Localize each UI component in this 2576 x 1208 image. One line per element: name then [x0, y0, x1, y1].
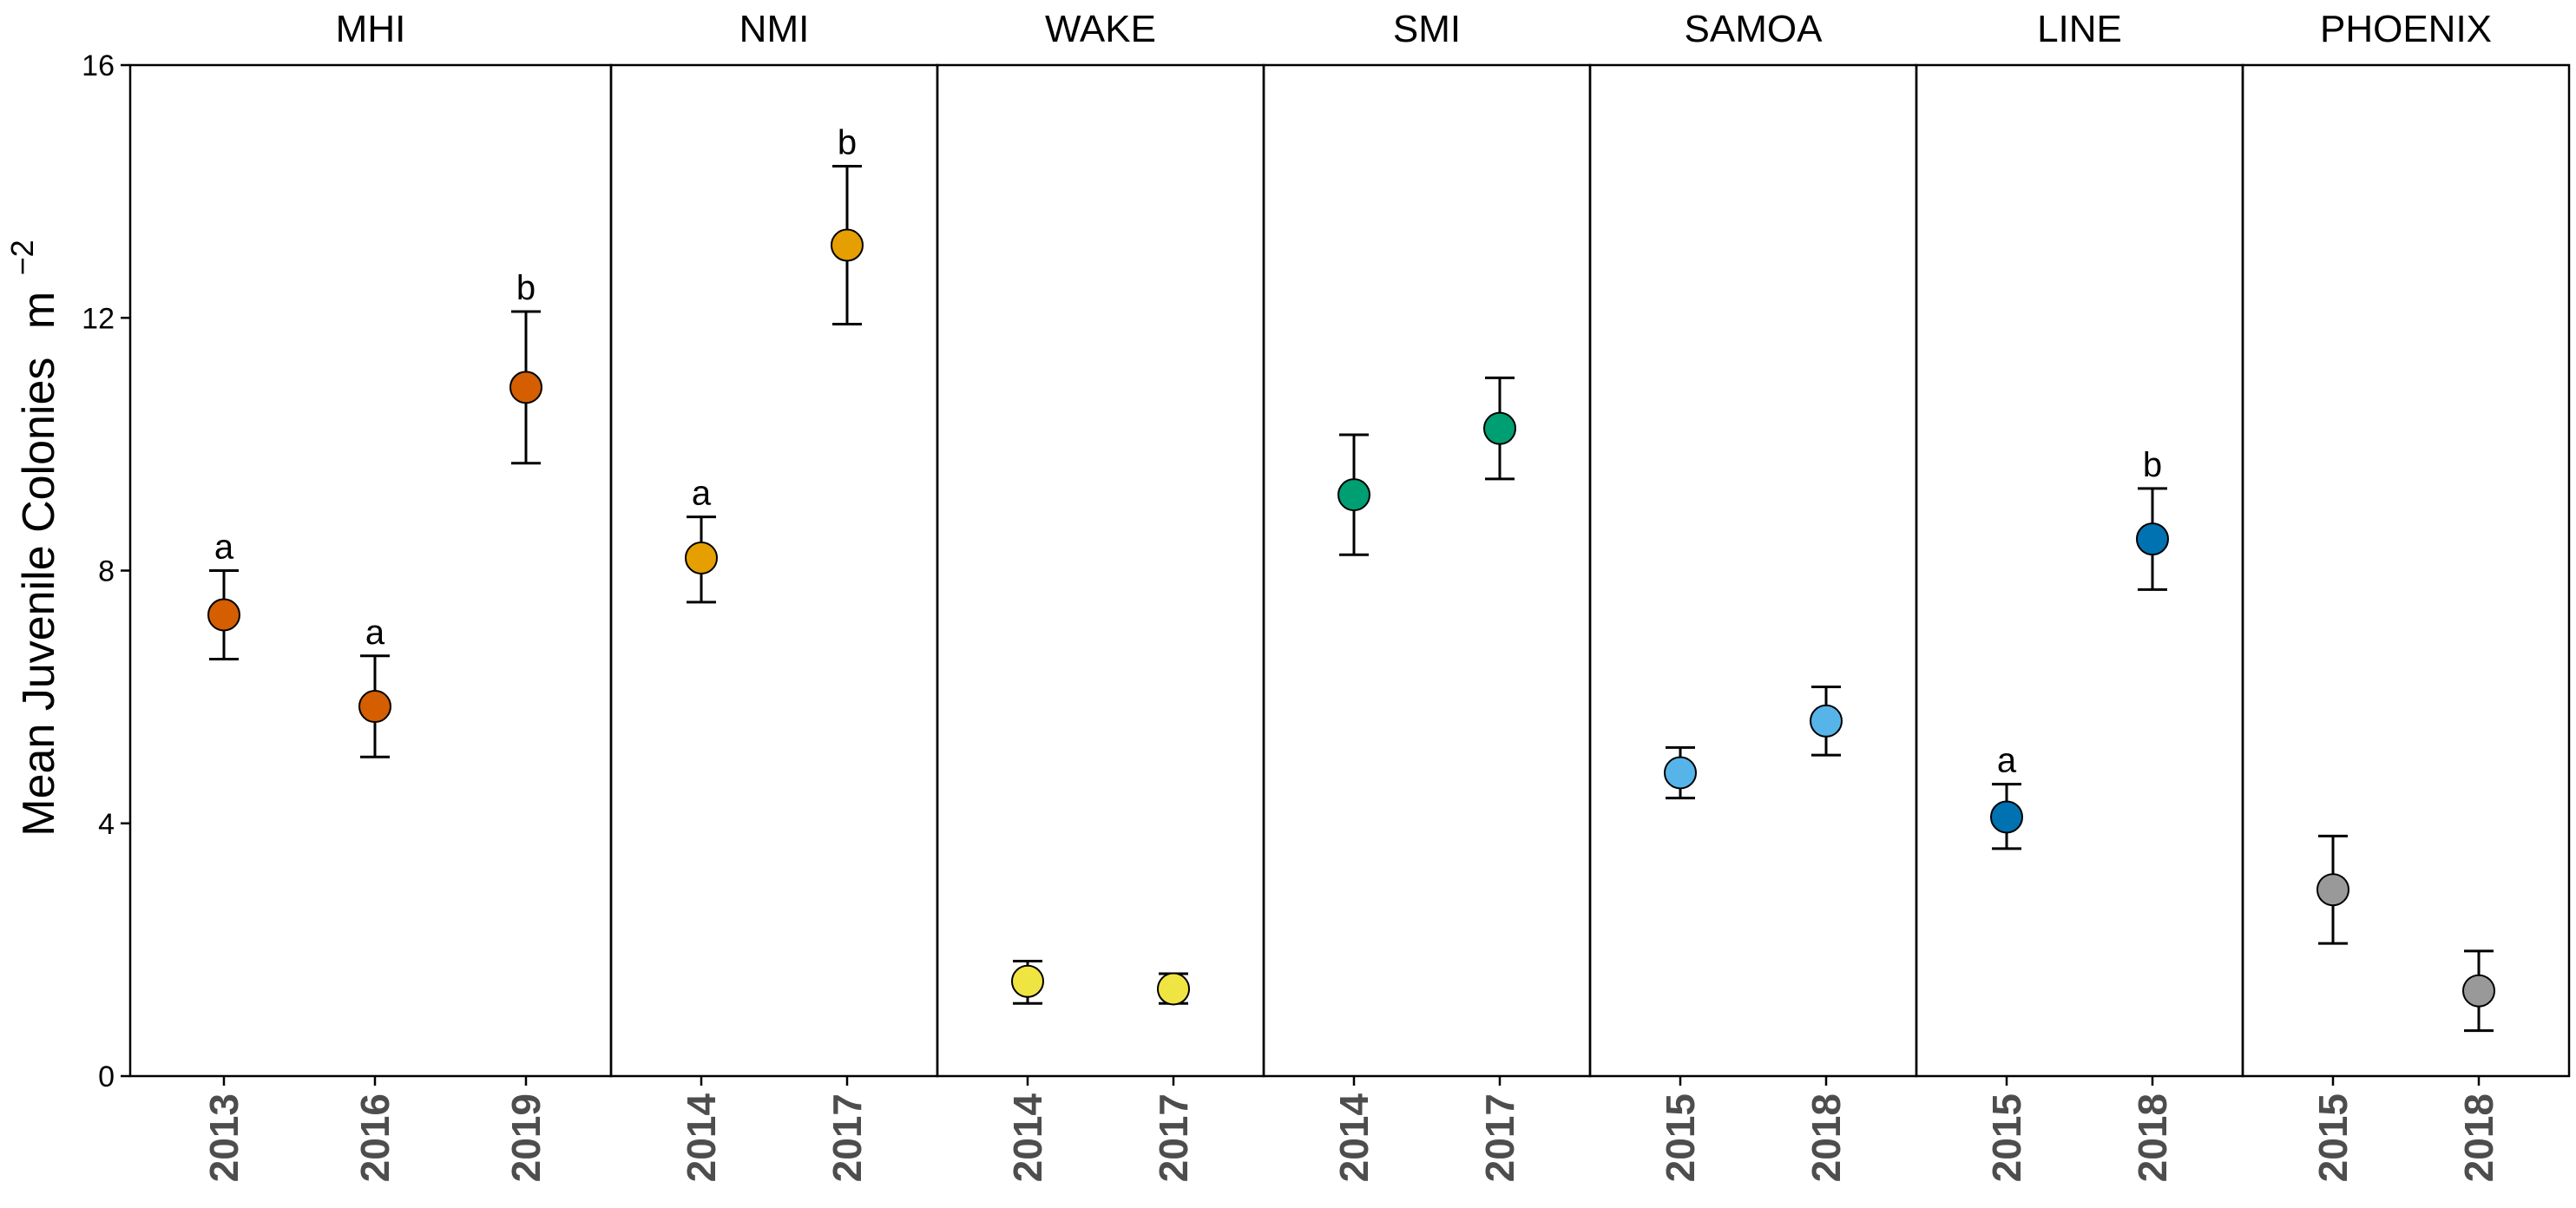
y-axis-title-exponent: −2	[4, 240, 40, 275]
x-tick-label: 2016	[352, 1093, 398, 1182]
data-point	[1157, 972, 1190, 1006]
x-tick-label: 2017	[1477, 1093, 1522, 1182]
significance-letter: a	[692, 475, 712, 513]
y-tick-label: 0	[98, 1060, 115, 1093]
y-tick-label: 4	[98, 808, 115, 841]
panel-phoenix: PHOENIX 2015 2018	[2241, 8, 2571, 1182]
data-point	[2462, 974, 2495, 1008]
x-tick-label: 2017	[825, 1093, 870, 1182]
panel-title: SAMOA	[1685, 8, 1824, 50]
x-tick-label: 2013	[201, 1093, 246, 1182]
data-point	[1664, 756, 1697, 790]
data-point	[1810, 704, 1843, 738]
data-point	[1011, 964, 1044, 998]
significance-letter: b	[838, 124, 857, 162]
significance-letter: a	[214, 528, 234, 567]
panel-frame	[609, 63, 939, 1078]
panel-frame	[1588, 63, 1918, 1078]
panel-frame	[936, 63, 1265, 1078]
y-axis-title-text: Mean Juvenile Colonies	[14, 358, 64, 837]
panel-title: NMI	[739, 8, 810, 50]
significance-letter: b	[516, 269, 536, 307]
x-tick-label: 2019	[503, 1093, 549, 1182]
significance-letter: a	[1997, 742, 2017, 780]
x-tick-label: 2015	[2310, 1093, 2356, 1182]
panel-nmi: NMI a 2014 b 2017	[609, 8, 939, 1183]
x-tick-label: 2017	[1151, 1093, 1196, 1182]
panel-frame	[2241, 63, 2571, 1078]
panel-title: PHOENIX	[2320, 8, 2492, 50]
y-axis: 0 4 8 12 16	[82, 49, 130, 1093]
panel-line: LINE a 2015 b 2018	[1915, 8, 2244, 1182]
panels-layer: MHI a 2013 a 2016 b 2019 NMI a 2014 b 2017 WAKE 2014 2…	[128, 8, 2571, 1183]
data-point	[2316, 873, 2349, 907]
panel-wake: WAKE 2014 2017	[936, 8, 1265, 1183]
data-point	[509, 371, 542, 404]
panel-mhi: MHI a 2013 a 2016 b 2019	[128, 8, 613, 1182]
x-tick-label: 2014	[1331, 1093, 1377, 1183]
x-tick-label: 2018	[2130, 1093, 2175, 1182]
panel-title: LINE	[2037, 8, 2122, 50]
y-axis-title: Mean Juvenile Colonies m −2	[4, 240, 64, 836]
panel-smi: SMI 2014 2017	[1262, 8, 1592, 1183]
data-point	[358, 690, 391, 724]
data-point	[2136, 522, 2169, 556]
significance-letter: b	[2143, 446, 2162, 484]
x-tick-label: 2015	[1984, 1093, 2029, 1182]
data-point	[1990, 800, 2023, 834]
significance-letter: a	[365, 614, 385, 652]
panel-frame	[1915, 63, 2244, 1078]
data-point	[831, 228, 864, 262]
y-tick-label: 16	[82, 49, 115, 82]
x-tick-label: 2014	[1005, 1093, 1050, 1183]
panel-title: MHI	[336, 8, 406, 50]
x-tick-label: 2015	[1658, 1093, 1703, 1182]
panel-samoa: SAMOA 2015 2018	[1588, 8, 1918, 1182]
data-point	[1483, 411, 1516, 445]
data-point	[685, 541, 718, 574]
data-point	[1337, 478, 1370, 512]
panel-title: WAKE	[1045, 8, 1156, 50]
panel-frame	[128, 63, 613, 1078]
panel-frame	[1262, 63, 1592, 1078]
y-axis-title-unit: m	[14, 292, 64, 329]
data-point	[207, 598, 240, 632]
y-tick-label: 12	[82, 302, 115, 335]
x-tick-label: 2014	[679, 1093, 724, 1183]
x-tick-label: 2018	[2456, 1093, 2501, 1182]
y-tick-label: 8	[98, 555, 115, 588]
x-tick-label: 2018	[1804, 1093, 1849, 1182]
panel-title: SMI	[1393, 8, 1461, 50]
